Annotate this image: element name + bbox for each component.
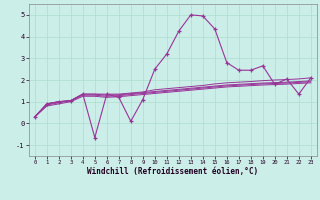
X-axis label: Windchill (Refroidissement éolien,°C): Windchill (Refroidissement éolien,°C) — [87, 167, 258, 176]
